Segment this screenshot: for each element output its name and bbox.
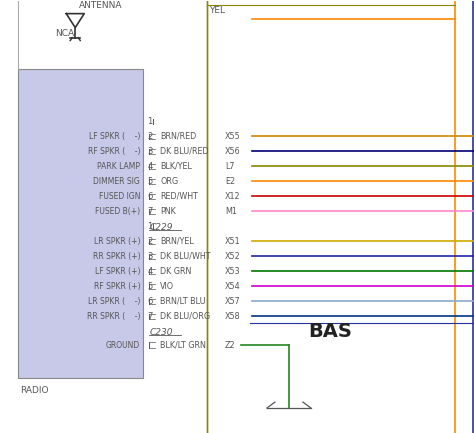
Text: GROUND: GROUND (106, 341, 140, 349)
Text: 4: 4 (147, 162, 152, 171)
Text: DK BLU/ORG: DK BLU/ORG (160, 312, 210, 321)
Text: 3: 3 (147, 147, 153, 156)
Text: BLK/YEL: BLK/YEL (160, 162, 192, 171)
Text: PARK LAMP: PARK LAMP (97, 162, 140, 171)
Text: 7: 7 (147, 207, 153, 216)
Text: X53: X53 (225, 267, 241, 276)
Text: RR SPKR (    -): RR SPKR ( -) (87, 312, 140, 321)
Text: DK BLU/WHT: DK BLU/WHT (160, 252, 210, 261)
Text: L7: L7 (225, 162, 235, 171)
Text: M1: M1 (225, 207, 237, 216)
Text: BRN/LT BLU: BRN/LT BLU (160, 297, 206, 306)
Text: 1: 1 (147, 222, 152, 231)
Text: BRN/YEL: BRN/YEL (160, 237, 194, 246)
Text: 6: 6 (147, 192, 153, 201)
Text: X12: X12 (225, 192, 241, 201)
Text: 1: 1 (147, 117, 152, 126)
Text: 4: 4 (147, 267, 152, 276)
Text: X55: X55 (225, 132, 241, 141)
Text: ORG: ORG (160, 177, 178, 186)
Text: 6: 6 (147, 297, 153, 306)
Text: BAS: BAS (308, 322, 352, 341)
Text: X58: X58 (225, 312, 241, 321)
Text: LF SPKR (+): LF SPKR (+) (95, 267, 140, 276)
Text: LR SPKR (+): LR SPKR (+) (94, 237, 140, 246)
Text: E2: E2 (225, 177, 235, 186)
Text: X51: X51 (225, 237, 241, 246)
Text: C230: C230 (149, 328, 173, 336)
Text: 5: 5 (147, 282, 152, 291)
Text: RED/WHT: RED/WHT (160, 192, 198, 201)
Text: DK GRN: DK GRN (160, 267, 191, 276)
Text: VIO: VIO (160, 282, 174, 291)
Text: Z2: Z2 (225, 341, 236, 349)
Text: PNK: PNK (160, 207, 176, 216)
FancyBboxPatch shape (18, 68, 143, 378)
Text: 2: 2 (147, 237, 152, 246)
Text: X52: X52 (225, 252, 241, 261)
Text: FUSED B(+): FUSED B(+) (95, 207, 140, 216)
Text: YEL: YEL (209, 6, 225, 15)
Text: 7: 7 (147, 312, 153, 321)
Text: LF SPKR (    -): LF SPKR ( -) (89, 132, 140, 141)
Text: RR SPKR (+): RR SPKR (+) (92, 252, 140, 261)
Text: FUSED IGN: FUSED IGN (99, 192, 140, 201)
Text: X56: X56 (225, 147, 241, 156)
Text: RF SPKR (+): RF SPKR (+) (93, 282, 140, 291)
Text: RADIO: RADIO (20, 386, 49, 395)
Text: C229: C229 (149, 223, 173, 232)
Text: DK BLU/RED: DK BLU/RED (160, 147, 209, 156)
Text: 3: 3 (147, 252, 153, 261)
Text: LR SPKR (    -): LR SPKR ( -) (88, 297, 140, 306)
Text: NCA: NCA (55, 29, 74, 38)
Text: 2: 2 (147, 132, 152, 141)
Text: X57: X57 (225, 297, 241, 306)
Text: BRN/RED: BRN/RED (160, 132, 196, 141)
Text: X54: X54 (225, 282, 241, 291)
Text: RF SPKR (    -): RF SPKR ( -) (88, 147, 140, 156)
Text: 5: 5 (147, 177, 152, 186)
Text: ANTENNA: ANTENNA (79, 1, 123, 10)
Text: BLK/LT GRN: BLK/LT GRN (160, 341, 206, 349)
Text: DIMMER SIG: DIMMER SIG (93, 177, 140, 186)
